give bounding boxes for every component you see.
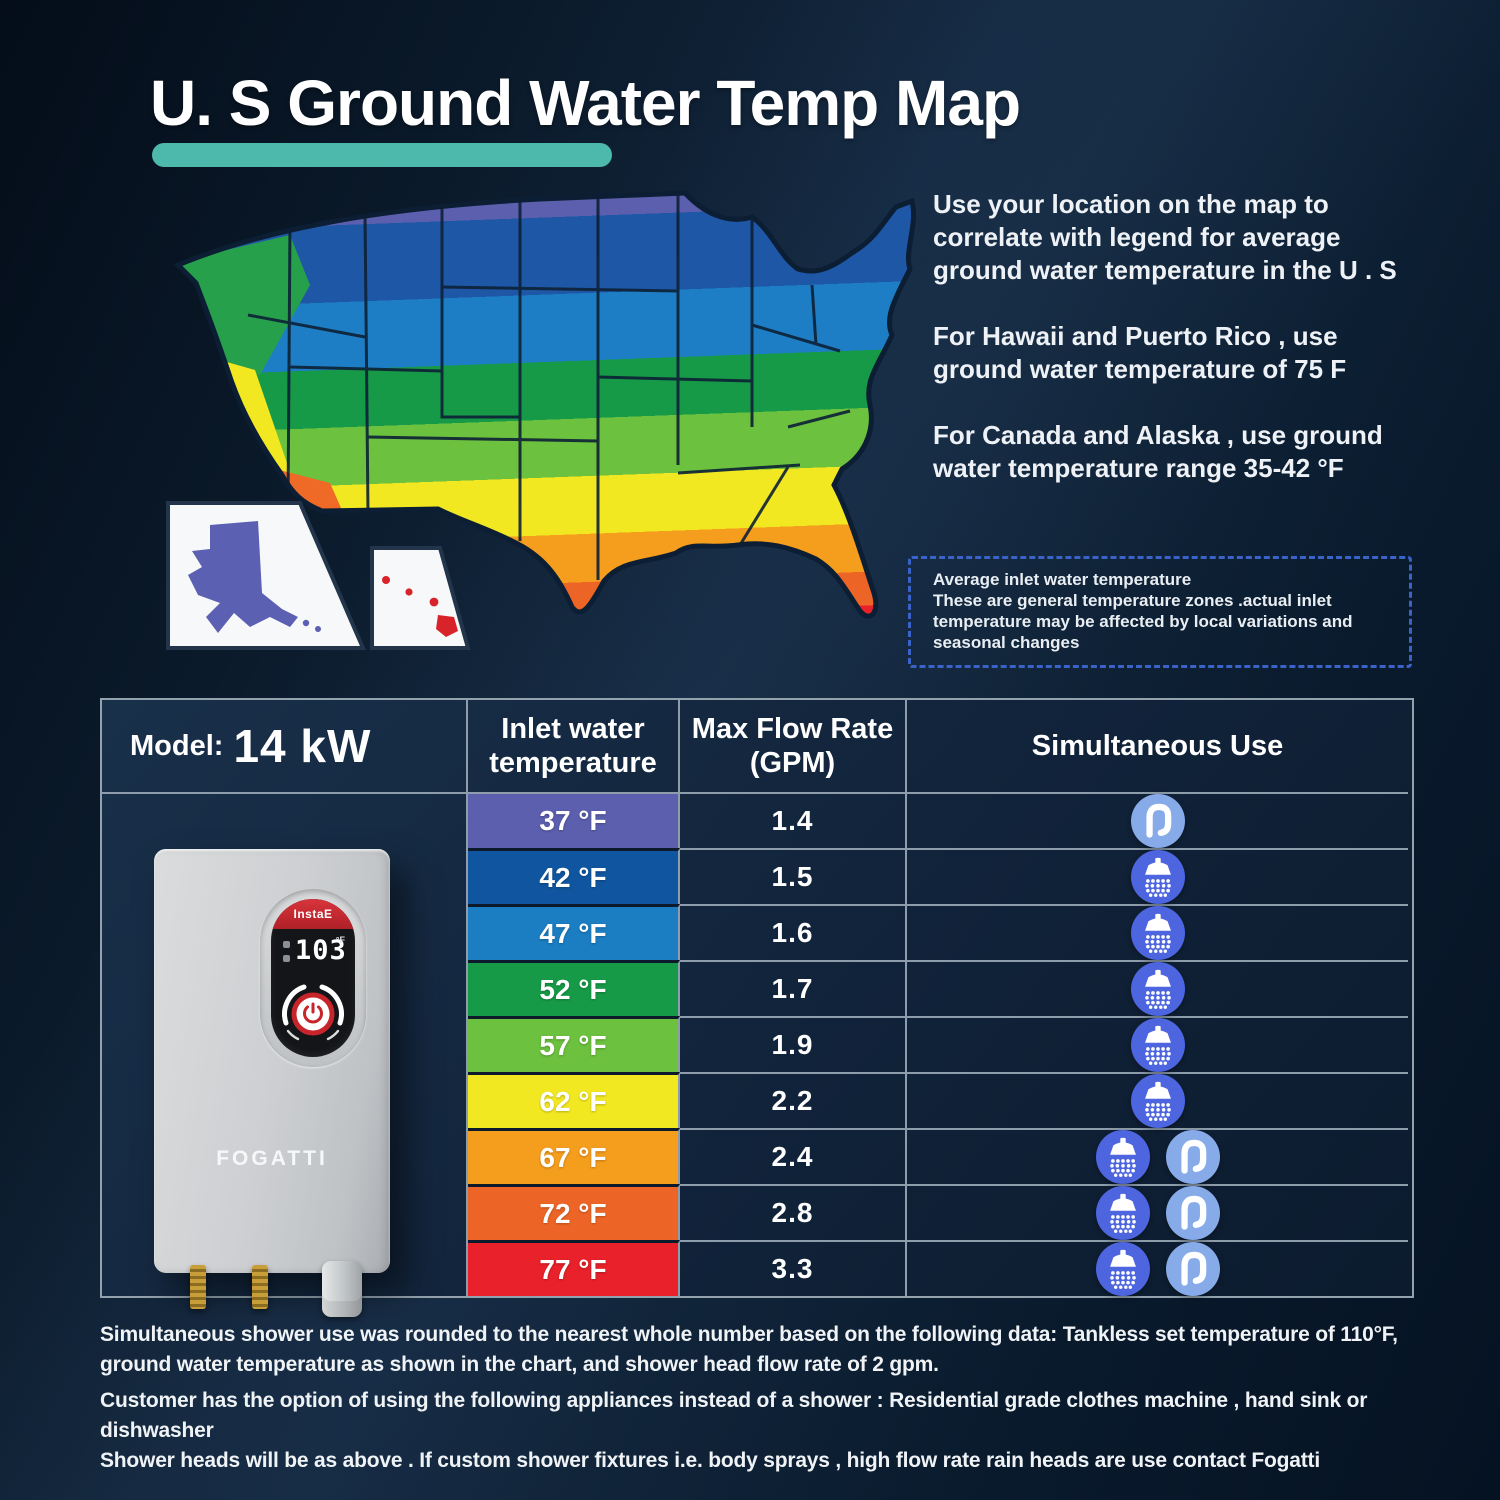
inlet-temp-cell: 77 °F	[468, 1240, 680, 1296]
flow-rate-cell: 1.4	[680, 792, 907, 848]
inlet-temp-cell: 37 °F	[468, 792, 680, 848]
shower-icon	[1131, 850, 1185, 904]
footnote-2-line-1: Customer has the option of using the fol…	[100, 1389, 1368, 1442]
inlet-temp-cell: 62 °F	[468, 1072, 680, 1128]
simultaneous-use-cell	[907, 1128, 1408, 1184]
inlet-temp-cell: 42 °F	[468, 848, 680, 904]
flow-rate-cell: 1.9	[680, 1016, 907, 1072]
footnote-2: Customer has the option of using the fol…	[100, 1386, 1420, 1476]
page-title: U. S Ground Water Temp Map	[150, 67, 1021, 139]
faucet-icon	[1131, 794, 1185, 848]
water-outlet-fitting	[252, 1265, 268, 1309]
faucet-icon	[1166, 1130, 1220, 1184]
flow-rate-cell: 3.3	[680, 1240, 907, 1296]
footnote-1: Simultaneous shower use was rounded to t…	[100, 1323, 1398, 1376]
intro-paragraph-2: For Hawaii and Puerto Rico , use ground …	[933, 321, 1347, 384]
simultaneous-use-cell	[907, 1240, 1408, 1296]
power-dial	[282, 984, 344, 1041]
flow-rate-cell: 1.6	[680, 904, 907, 960]
us-outline	[173, 190, 916, 619]
simultaneous-use-cell	[907, 1072, 1408, 1128]
flow-rate-cell: 1.5	[680, 848, 907, 904]
intro-paragraph-3: For Canada and Alaska , use ground water…	[933, 420, 1383, 483]
header-inlet-temperature: Inlet water temperature	[468, 700, 680, 792]
display-indicator-icon	[283, 955, 290, 962]
alaska-inset	[166, 501, 367, 650]
simultaneous-use-cell	[907, 848, 1408, 904]
inlet-temp-cell: 52 °F	[468, 960, 680, 1016]
note-line-1: Average inlet water temperature	[933, 570, 1192, 589]
flow-rate-cell: 2.4	[680, 1128, 907, 1184]
simultaneous-use-cell	[907, 904, 1408, 960]
power-button	[292, 993, 334, 1035]
inlet-temp-cell: 57 °F	[468, 1016, 680, 1072]
simultaneous-use-cell	[907, 1184, 1408, 1240]
note-box: Average inlet water temperature These ar…	[908, 556, 1412, 668]
hawaii-inset	[370, 546, 471, 650]
cable-gland	[322, 1261, 362, 1317]
spec-table: Model: 14 kW Inlet water temperature Max…	[100, 698, 1414, 1317]
alaska-silhouette	[188, 521, 298, 633]
temperature-display: 103 °F	[271, 931, 355, 977]
heater-brand-label: FOGATTI	[216, 1147, 328, 1170]
shower-icon	[1131, 1018, 1185, 1072]
shower-icon	[1096, 1130, 1150, 1184]
flow-rate-cell: 2.8	[680, 1184, 907, 1240]
water-heater-image: InstaE 103 °F	[154, 849, 390, 1317]
shower-icon	[1131, 962, 1185, 1016]
panel-brand-label: InstaE	[293, 907, 333, 921]
faucet-icon	[1166, 1242, 1220, 1296]
title-underline	[152, 143, 612, 167]
model-cell: Model: 14 kW	[102, 700, 468, 792]
us-ground-water-temp-map	[166, 190, 916, 650]
display-value: 103	[295, 935, 347, 966]
inlet-temp-cell: 67 °F	[468, 1128, 680, 1184]
panel-brand-band: InstaE	[271, 899, 355, 929]
header-simultaneous-use: Simultaneous Use	[1031, 730, 1284, 762]
inlet-temp-cell: 72 °F	[468, 1184, 680, 1240]
simultaneous-use-cell	[907, 960, 1408, 1016]
flow-rate-cell: 2.2	[680, 1072, 907, 1128]
state-borders	[247, 193, 851, 580]
simultaneous-use-cell	[907, 792, 1408, 848]
header-max-flow-rate: Max Flow Rate (GPM)	[680, 700, 907, 792]
display-unit: °F	[335, 935, 345, 945]
footnote-2-line-2: Shower heads will be as above . If custo…	[100, 1449, 1320, 1472]
intro-text: Use your location on the map to correlat…	[933, 188, 1421, 518]
shower-icon	[1131, 1074, 1185, 1128]
model-value: 14 kW	[233, 720, 372, 772]
inlet-temp-cell: 47 °F	[468, 904, 680, 960]
display-indicator-icon	[283, 941, 290, 948]
hawaii-islands	[382, 576, 458, 637]
shower-icon	[1131, 906, 1185, 960]
water-inlet-fitting	[190, 1265, 206, 1309]
map-section	[140, 165, 920, 675]
intro-paragraph-1: Use your location on the map to correlat…	[933, 189, 1397, 285]
note-line-2: These are general temperature zones .act…	[933, 591, 1353, 652]
heater-panel-ring: InstaE 103 °F	[260, 889, 366, 1067]
product-cell: InstaE 103 °F	[102, 792, 468, 1317]
faucet-icon	[1166, 1186, 1220, 1240]
shower-icon	[1096, 1242, 1150, 1296]
simultaneous-use-cell	[907, 1016, 1408, 1072]
model-label: Model:	[130, 729, 224, 762]
flow-rate-cell: 1.7	[680, 960, 907, 1016]
heater-control-panel: InstaE 103 °F	[271, 899, 355, 1057]
shower-icon	[1096, 1186, 1150, 1240]
